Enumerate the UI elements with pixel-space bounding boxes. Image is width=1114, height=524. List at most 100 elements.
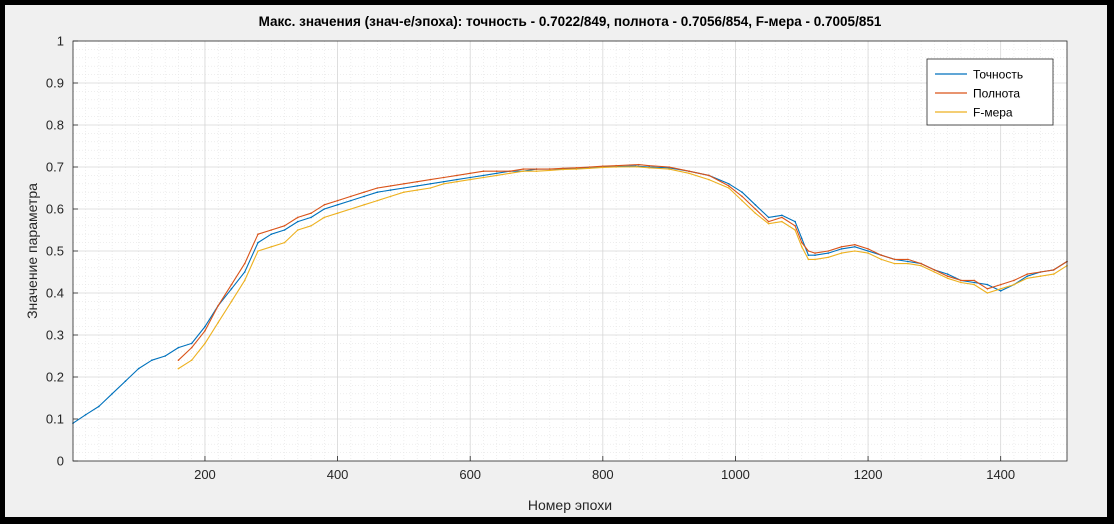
data-point xyxy=(946,273,949,275)
data-point xyxy=(999,290,1002,292)
data-point xyxy=(754,212,757,214)
data-point xyxy=(177,346,180,349)
y-tick-label: 0.5 xyxy=(46,244,64,259)
data-point xyxy=(708,178,710,181)
data-point xyxy=(204,330,206,332)
data-point xyxy=(164,355,166,357)
data-point xyxy=(296,229,299,231)
data-point xyxy=(323,216,326,219)
data-point xyxy=(469,176,472,179)
data-point xyxy=(243,279,246,282)
x-tick-label: 600 xyxy=(459,467,481,482)
data-point xyxy=(781,214,783,217)
data-point xyxy=(668,168,670,170)
data-point xyxy=(495,174,498,177)
data-point xyxy=(986,288,989,290)
data-point xyxy=(336,204,339,206)
data-point xyxy=(84,414,87,416)
data-point xyxy=(814,254,816,256)
data-point xyxy=(403,183,405,185)
data-point xyxy=(637,163,640,166)
data-point xyxy=(562,168,564,171)
data-point xyxy=(350,208,352,210)
x-tick-label: 1200 xyxy=(854,467,883,482)
data-point xyxy=(1013,279,1015,282)
data-point xyxy=(986,292,989,294)
y-tick-label: 0.9 xyxy=(46,76,64,91)
data-point xyxy=(230,283,233,286)
data-point xyxy=(416,185,418,187)
y-axis-label: Значение параметра xyxy=(24,183,40,319)
data-point xyxy=(296,220,299,223)
data-point xyxy=(840,246,843,248)
data-point xyxy=(575,167,578,169)
data-point xyxy=(728,183,730,185)
data-point xyxy=(403,191,405,193)
data-point xyxy=(648,167,651,169)
y-tick-label: 0.2 xyxy=(46,370,64,385)
data-point xyxy=(688,172,690,175)
data-point xyxy=(814,258,816,261)
data-point xyxy=(376,199,379,202)
data-point xyxy=(469,178,472,181)
data-point xyxy=(1026,277,1029,280)
data-point xyxy=(270,233,273,235)
data-point xyxy=(688,170,690,172)
data-point xyxy=(243,262,246,265)
data-point xyxy=(548,168,551,170)
data-point xyxy=(270,229,273,231)
data-point xyxy=(363,204,365,206)
series-3 xyxy=(177,165,1068,370)
data-point xyxy=(854,250,856,252)
data-point xyxy=(442,180,445,183)
data-point xyxy=(429,183,432,185)
data-point xyxy=(807,258,810,261)
data-point xyxy=(794,220,796,223)
data-point xyxy=(151,359,153,362)
data-point xyxy=(403,187,405,189)
data-point xyxy=(728,187,730,189)
data-point xyxy=(535,170,538,172)
x-axis: 200 400 600 800 1000 1200 1400 xyxy=(194,456,1015,482)
data-point xyxy=(548,169,551,172)
data-point xyxy=(893,258,896,261)
data-point xyxy=(429,178,432,181)
data-point xyxy=(190,346,193,349)
data-point xyxy=(416,189,418,191)
data-point xyxy=(522,170,525,172)
data-point xyxy=(741,191,743,193)
data-point xyxy=(389,185,392,187)
legend[interactable]: Точность Полнота F-мера xyxy=(926,58,1054,126)
data-point xyxy=(509,170,511,172)
data-point xyxy=(741,195,743,198)
data-point xyxy=(794,225,796,227)
data-point xyxy=(456,178,458,181)
data-point xyxy=(336,199,339,202)
legend-box xyxy=(926,58,1054,126)
data-point xyxy=(708,174,710,177)
data-point xyxy=(217,321,220,324)
data-point xyxy=(615,164,617,167)
x-axis-label: Номер эпохи xyxy=(528,497,612,513)
data-point xyxy=(416,180,418,183)
data-point xyxy=(648,164,651,167)
data-point xyxy=(986,283,989,286)
data-point xyxy=(999,283,1002,286)
y-tick-label: 0.1 xyxy=(46,412,64,427)
data-point xyxy=(880,254,883,256)
data-point xyxy=(217,304,220,307)
y-tick-label: 1 xyxy=(57,34,64,49)
x-tick-label: 400 xyxy=(327,467,349,482)
data-point xyxy=(588,166,591,168)
data-point xyxy=(456,180,458,183)
data-point xyxy=(1026,275,1029,278)
data-point xyxy=(1039,271,1042,273)
data-point xyxy=(794,229,796,231)
data-point xyxy=(854,243,856,246)
data-point xyxy=(973,283,975,286)
data-point xyxy=(482,170,485,172)
data-point xyxy=(389,195,392,198)
data-point xyxy=(310,212,312,214)
y-tick-label: 0.4 xyxy=(46,286,64,301)
data-point xyxy=(535,168,538,170)
